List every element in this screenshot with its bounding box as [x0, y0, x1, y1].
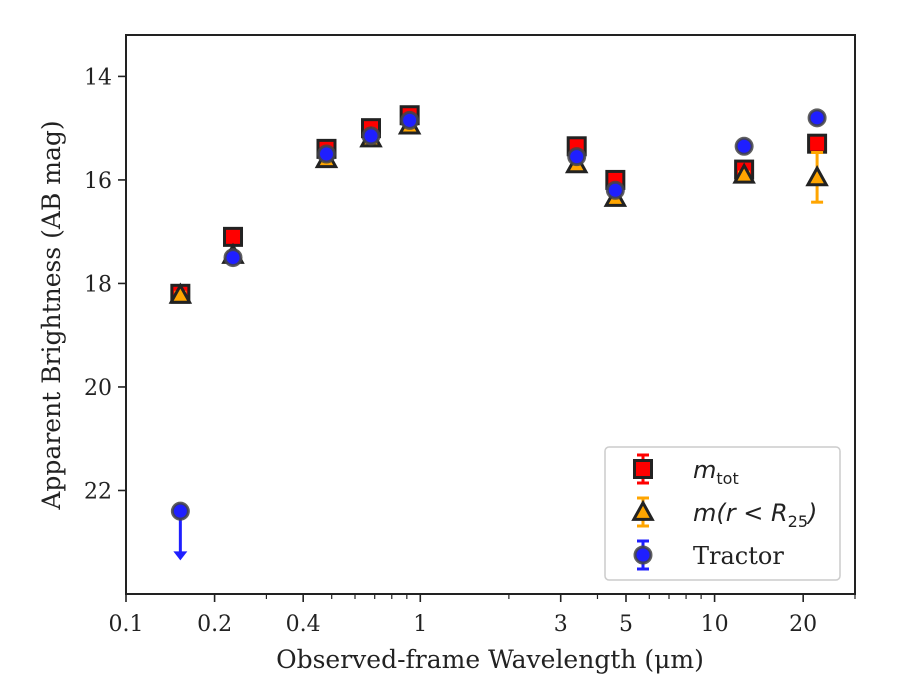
legend-entry: Tractor — [633, 539, 784, 571]
data-point — [361, 126, 381, 146]
y-axis-ticks: 14 16 18 20 22 — [84, 65, 126, 504]
legend-marker — [631, 499, 655, 521]
marker — [807, 133, 828, 154]
legend-entry: m(r < R25) — [631, 496, 817, 531]
y-tick-label: 18 — [84, 272, 112, 297]
data-point — [170, 501, 190, 561]
y-axis-label: Apparent Brightness (AB mag) — [37, 120, 66, 510]
legend-label: m(r < R25) — [693, 499, 817, 531]
y-tick-label: 16 — [84, 169, 112, 194]
legend: mtot m(r < R25) Tractor — [604, 446, 841, 581]
legend-label: mtot — [693, 456, 739, 488]
legend-box — [604, 446, 841, 581]
axes-frame — [125, 34, 856, 595]
x-tick-label: 0.1 — [109, 612, 144, 637]
data-layer — [168, 105, 829, 561]
series-0 — [170, 105, 828, 304]
legend-label: Tractor — [693, 542, 784, 570]
legend-marker — [633, 459, 653, 479]
data-point — [732, 162, 756, 184]
data-point — [807, 108, 827, 128]
marker — [805, 165, 829, 187]
data-point — [605, 180, 625, 200]
legend-marker — [633, 545, 653, 565]
x-tick-label: 1 — [413, 612, 427, 637]
marker — [605, 180, 625, 200]
marker — [734, 136, 754, 156]
data-point — [734, 136, 754, 156]
y-tick-label: 14 — [84, 65, 112, 90]
data-point — [807, 133, 828, 154]
x-tick-label: 10 — [701, 612, 729, 637]
data-point — [400, 110, 420, 130]
data-point — [805, 150, 829, 204]
marker — [732, 162, 756, 184]
marker — [223, 248, 243, 268]
x-tick-label: 20 — [789, 612, 817, 637]
y-tick-label: 20 — [84, 376, 112, 401]
x-tick-label: 0.4 — [286, 612, 321, 637]
marker — [170, 501, 190, 521]
legend-entry: mtot — [633, 453, 739, 488]
series-1 — [168, 113, 829, 304]
plot-frame — [125, 34, 856, 595]
x-tick-label: 3 — [554, 612, 568, 637]
x-axis-ticks: 0.1 0.2 0.4 1 3 5 10 20 — [109, 594, 856, 637]
upper-limit-arrowhead — [173, 551, 188, 561]
data-point — [168, 282, 193, 304]
x-tick-label: 0.2 — [197, 612, 232, 637]
data-point — [567, 147, 587, 167]
data-point — [316, 144, 336, 164]
y-tick-label: 22 — [84, 479, 112, 504]
x-axis-label: Observed-frame Wavelength (μm) — [276, 645, 704, 674]
series-2 — [170, 108, 827, 561]
data-point — [223, 248, 243, 268]
marker — [361, 126, 381, 146]
x-tick-label: 5 — [619, 612, 633, 637]
marker — [567, 147, 587, 167]
marker — [400, 110, 420, 130]
marker — [168, 282, 193, 304]
marker — [807, 108, 827, 128]
marker — [316, 144, 336, 164]
